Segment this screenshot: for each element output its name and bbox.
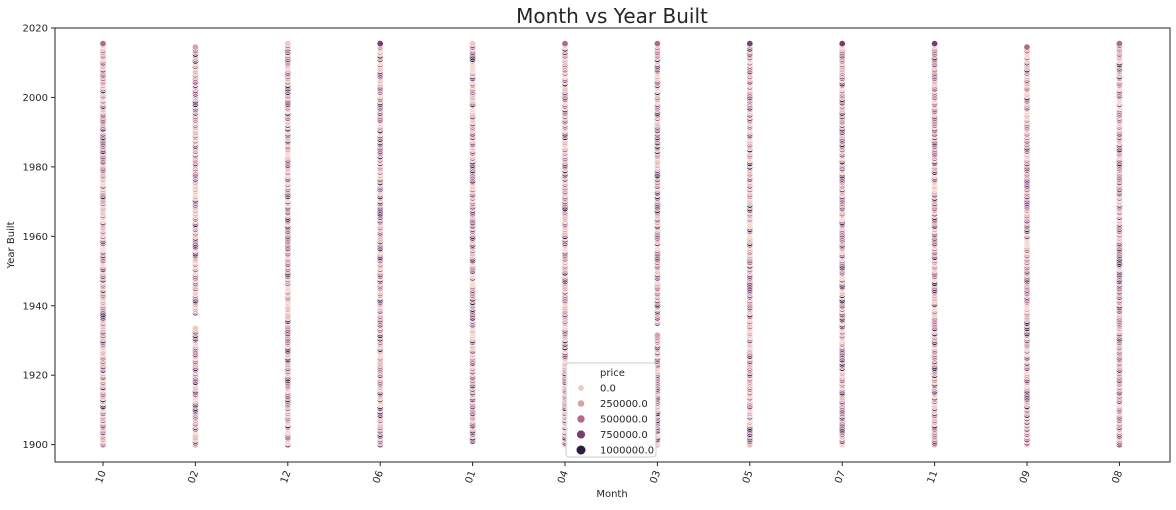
legend-marker <box>576 414 586 424</box>
x-tick-label: 05 <box>741 469 756 485</box>
x-tick-label: 10 <box>94 469 109 485</box>
scatter-point <box>469 40 477 48</box>
legend-label: 250000.0 <box>600 399 648 410</box>
scatter-point <box>838 40 846 48</box>
x-ticks: 10 02 12 06 01 04 03 05 07 11 09 08 <box>94 462 1125 485</box>
legend-marker <box>576 429 586 440</box>
x-tick-label: 11 <box>926 469 941 485</box>
scatter-point <box>746 40 754 48</box>
scatter-point <box>561 40 569 48</box>
scatter-point <box>653 40 661 48</box>
legend: price 0.0 250000.0 500000.0 750000.0 1000000… <box>565 362 657 458</box>
scatter-point <box>284 40 292 48</box>
y-tick-label: 1900 <box>23 440 48 451</box>
x-tick-label: 09 <box>1018 469 1033 485</box>
scatter-point <box>191 43 199 51</box>
y-tick-label: 1960 <box>23 232 48 243</box>
scatter-point <box>653 331 661 339</box>
x-tick-label: 02 <box>187 469 202 485</box>
y-tick-label: 1920 <box>23 371 48 382</box>
y-tick-label: 1980 <box>23 162 48 173</box>
y-axis-label: Year Built <box>6 221 17 269</box>
x-tick-label: 04 <box>556 469 571 485</box>
x-tick-label: 07 <box>833 469 848 485</box>
y-ticks: 1900 1920 1940 1960 1980 2000 2020 <box>23 24 55 451</box>
y-tick-label: 1940 <box>23 301 48 312</box>
scatter-point <box>931 40 939 48</box>
x-tick-label: 08 <box>1111 469 1126 485</box>
legend-label: 750000.0 <box>600 430 648 441</box>
scatter-point <box>191 324 199 332</box>
x-tick-label: 06 <box>371 469 386 485</box>
points-layer <box>99 40 1123 449</box>
legend-title: price <box>600 368 625 379</box>
x-tick-label: 01 <box>464 469 479 485</box>
plot-frame <box>54 27 1171 463</box>
legend-box <box>565 362 657 458</box>
scatter-point <box>99 40 107 48</box>
legend-label: 1000000.0 <box>600 446 654 457</box>
scatter-point <box>1115 40 1123 48</box>
scatter-point <box>1023 43 1031 51</box>
legend-label: 0.0 <box>600 384 616 395</box>
y-tick-label: 2020 <box>23 24 48 35</box>
legend-marker <box>577 399 585 408</box>
x-axis-label: Month <box>596 489 627 500</box>
chart-title: Month vs Year Built <box>516 4 708 28</box>
legend-marker <box>575 444 587 456</box>
x-tick-label: 03 <box>649 469 664 485</box>
scatter-point <box>376 40 384 48</box>
legend-marker <box>577 384 585 392</box>
x-tick-label: 12 <box>279 469 294 485</box>
legend-label: 500000.0 <box>600 415 648 426</box>
y-tick-label: 2000 <box>23 93 48 104</box>
